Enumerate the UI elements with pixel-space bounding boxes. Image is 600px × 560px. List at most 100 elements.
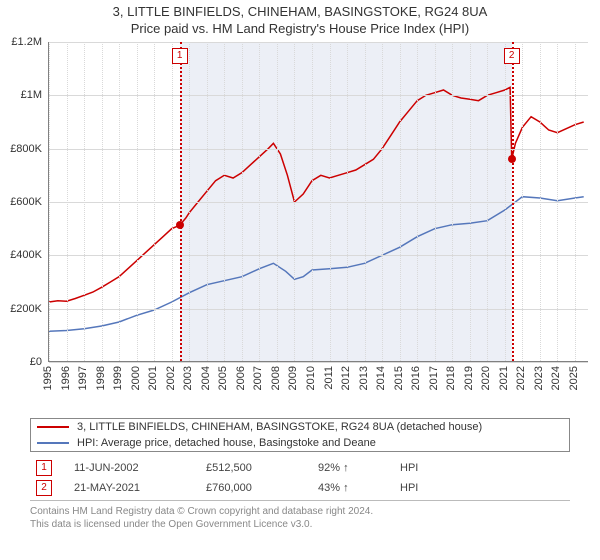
- gridline-v: [259, 42, 260, 361]
- x-tick-label: 2016: [410, 366, 422, 390]
- event-line: [180, 42, 182, 361]
- y-tick-label: £1.2M: [11, 36, 42, 48]
- legend-row: 3, LITTLE BINFIELDS, CHINEHAM, BASINGSTO…: [31, 419, 569, 435]
- gridline-v: [505, 42, 506, 361]
- gridline-v: [277, 42, 278, 361]
- plot-area: 12: [48, 42, 588, 362]
- event-row: 1 11-JUN-2002 £512,500 92% ↑ HPI: [30, 458, 570, 478]
- gridline-v: [172, 42, 173, 361]
- x-tick-label: 2013: [358, 366, 370, 390]
- event-marker: 1: [172, 48, 188, 64]
- gridline-v: [207, 42, 208, 361]
- x-tick-label: 2008: [270, 366, 282, 390]
- x-tick-label: 2007: [252, 366, 264, 390]
- x-tick-label: 2002: [165, 366, 177, 390]
- gridline-v: [102, 42, 103, 361]
- x-tick-label: 2021: [498, 366, 510, 390]
- event-hpi: HPI: [400, 462, 418, 474]
- x-tick-label: 2023: [533, 366, 545, 390]
- events-table: 1 11-JUN-2002 £512,500 92% ↑ HPI 2 21-MAY-2021…: [30, 458, 570, 498]
- gridline-v: [365, 42, 366, 361]
- gridline-v: [522, 42, 523, 361]
- gridline-v: [435, 42, 436, 361]
- chart: £0£200K£400K£600K£800K£1M£1.2M 12 199519…: [0, 36, 600, 416]
- gridline-v: [540, 42, 541, 361]
- gridline-h: [49, 309, 588, 310]
- gridline-v: [470, 42, 471, 361]
- gridline-v: [330, 42, 331, 361]
- gridline-v: [400, 42, 401, 361]
- x-tick-label: 1996: [60, 366, 72, 390]
- legend-swatch: [37, 426, 69, 428]
- y-tick-label: £200K: [10, 303, 42, 315]
- x-tick-label: 2012: [340, 366, 352, 390]
- y-tick-label: £600K: [10, 196, 42, 208]
- gridline-v: [84, 42, 85, 361]
- event-point: [508, 155, 516, 163]
- event-point: [176, 221, 184, 229]
- event-price: £760,000: [206, 482, 296, 494]
- x-tick-label: 2011: [323, 366, 335, 390]
- event-marker: 2: [504, 48, 520, 64]
- x-tick-label: 2001: [147, 366, 159, 390]
- x-tick-label: 1999: [112, 366, 124, 390]
- x-axis-labels: 1995199619971998199920002001200220032004…: [48, 366, 588, 414]
- x-tick-label: 2010: [305, 366, 317, 390]
- event-line: [512, 42, 514, 361]
- x-tick-label: 2015: [393, 366, 405, 390]
- y-axis-labels: £0£200K£400K£600K£800K£1M£1.2M: [0, 42, 44, 362]
- event-pct: 92% ↑: [318, 462, 378, 474]
- gridline-h: [49, 362, 588, 363]
- gridline-v: [312, 42, 313, 361]
- x-tick-label: 2020: [480, 366, 492, 390]
- event-date: 21-MAY-2021: [74, 482, 184, 494]
- gridline-v: [382, 42, 383, 361]
- gridline-v: [294, 42, 295, 361]
- gridline-v: [575, 42, 576, 361]
- gridline-h: [49, 202, 588, 203]
- gridline-v: [452, 42, 453, 361]
- x-tick-label: 2000: [130, 366, 142, 390]
- x-tick-label: 2009: [287, 366, 299, 390]
- x-tick-label: 1998: [95, 366, 107, 390]
- gridline-v: [154, 42, 155, 361]
- legend: 3, LITTLE BINFIELDS, CHINEHAM, BASINGSTO…: [30, 418, 570, 452]
- gridline-v: [119, 42, 120, 361]
- x-tick-label: 2022: [515, 366, 527, 390]
- gridline-h: [49, 255, 588, 256]
- y-tick-label: £400K: [10, 249, 42, 261]
- gridline-v: [189, 42, 190, 361]
- chart-subtitle: Price paid vs. HM Land Registry's House …: [0, 21, 600, 36]
- event-price: £512,500: [206, 462, 296, 474]
- gridline-h: [49, 95, 588, 96]
- gridline-h: [49, 42, 588, 43]
- x-tick-label: 1995: [42, 366, 54, 390]
- gridline-v: [487, 42, 488, 361]
- gridline-v: [557, 42, 558, 361]
- footnote-line2: This data is licensed under the Open Gov…: [30, 518, 570, 531]
- legend-label: HPI: Average price, detached house, Basi…: [77, 437, 376, 449]
- gridline-v: [347, 42, 348, 361]
- gridline-v: [224, 42, 225, 361]
- series-hpi: [49, 197, 584, 332]
- chart-title: 3, LITTLE BINFIELDS, CHINEHAM, BASINGSTO…: [0, 4, 600, 19]
- legend-row: HPI: Average price, detached house, Basi…: [31, 435, 569, 451]
- gridline-v: [242, 42, 243, 361]
- footnote: Contains HM Land Registry data © Crown c…: [30, 500, 570, 531]
- x-tick-label: 2017: [428, 366, 440, 390]
- x-tick-label: 2014: [375, 366, 387, 390]
- y-tick-label: £1M: [21, 89, 42, 101]
- event-row: 221-MAY-2021£760,00043% ↑HPI: [30, 478, 570, 498]
- footnote-line1: Contains HM Land Registry data © Crown c…: [30, 505, 570, 518]
- event-box: 1: [36, 460, 52, 476]
- gridline-v: [67, 42, 68, 361]
- event-box: 2: [36, 480, 52, 496]
- gridline-h: [49, 149, 588, 150]
- legend-label: 3, LITTLE BINFIELDS, CHINEHAM, BASINGSTO…: [77, 421, 482, 433]
- event-date: 11-JUN-2002: [74, 462, 184, 474]
- gridline-v: [417, 42, 418, 361]
- x-tick-label: 2019: [463, 366, 475, 390]
- x-tick-label: 2024: [550, 366, 562, 390]
- event-pct: 43% ↑: [318, 482, 378, 494]
- x-tick-label: 2006: [235, 366, 247, 390]
